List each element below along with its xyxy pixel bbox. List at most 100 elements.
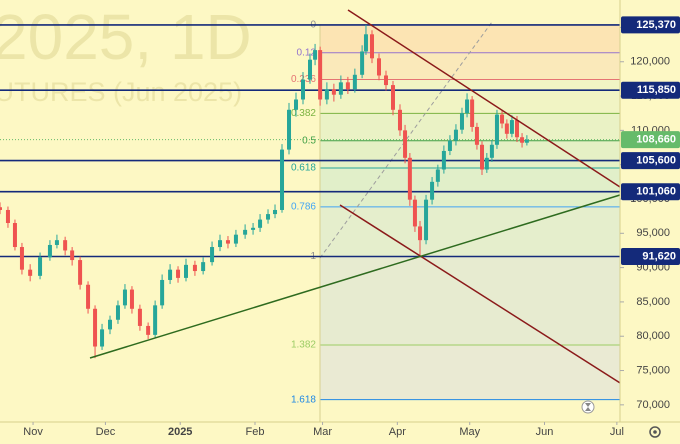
candle-body	[418, 226, 423, 241]
candle-body	[370, 34, 374, 59]
candle-body	[146, 325, 151, 335]
candle-body	[0, 207, 2, 210]
candle-body	[28, 269, 33, 276]
levels	[0, 24, 620, 258]
candle-body	[5, 209, 10, 224]
candle-body	[176, 269, 181, 278]
level-label: 115,850	[637, 84, 676, 96]
candle-body	[376, 58, 381, 76]
candle-body	[86, 284, 91, 309]
candle-body	[441, 150, 446, 170]
candles	[0, 24, 529, 359]
candle-body	[474, 126, 479, 145]
x-tick-label: 2025	[168, 426, 192, 438]
fib-label: 1.618	[291, 394, 316, 405]
candle-body	[12, 223, 17, 248]
candle-body	[100, 329, 105, 347]
channel-lower	[339, 204, 629, 389]
watermark: 2025, 1D	[0, 1, 252, 73]
candle-body	[500, 114, 505, 124]
candle-body	[153, 305, 158, 335]
candle-body	[243, 229, 248, 235]
watermark-sub: FUTURES (Jun 2025)	[0, 77, 242, 107]
fib-label: 0.618	[291, 163, 316, 174]
settings-icon[interactable]	[649, 426, 661, 438]
x-tick-label: Jun	[536, 426, 554, 438]
x-tick-label: Apr	[389, 426, 406, 438]
candle-body	[78, 260, 83, 285]
fib-zone	[320, 113, 620, 141]
candle-body	[160, 279, 165, 306]
level-label: 91,620	[642, 250, 676, 262]
y-tick-label: 95,000	[636, 227, 670, 239]
candle-body	[38, 257, 43, 276]
candle-body	[251, 227, 256, 230]
y-tick-label: 85,000	[636, 296, 670, 308]
candle-body	[168, 269, 173, 280]
candle-body	[280, 149, 285, 210]
candle-body	[54, 240, 59, 245]
y-tick-label: 80,000	[636, 330, 670, 342]
candle-body	[352, 74, 357, 90]
candle-body	[504, 123, 509, 134]
candle-body	[514, 120, 519, 138]
channel-upper	[347, 9, 621, 188]
candle-body	[489, 144, 494, 158]
candle-body	[435, 169, 440, 182]
candle-body	[19, 247, 24, 270]
candle-body	[331, 89, 336, 95]
candle-body	[447, 140, 452, 151]
candle-body	[301, 79, 306, 100]
candle-body	[108, 319, 113, 330]
x-tick-label: Feb	[246, 426, 265, 438]
fib-zone	[320, 79, 620, 114]
candle-body	[407, 157, 412, 200]
fib-label: 0.786	[291, 202, 316, 213]
candle-body	[360, 51, 365, 75]
candle-body	[192, 264, 197, 272]
candle-body	[201, 262, 206, 272]
level-label: 125,370	[636, 19, 676, 31]
candle-body	[470, 99, 475, 127]
y-tick-label: 75,000	[636, 364, 670, 376]
support-line	[89, 194, 621, 359]
time-icon[interactable]	[581, 400, 595, 414]
fib-zone	[320, 206, 620, 257]
candle-body	[363, 34, 368, 52]
candle-body	[47, 244, 52, 258]
candle-body	[318, 50, 323, 100]
candle-body	[210, 247, 215, 263]
candle-body	[465, 99, 470, 114]
fib-zone	[320, 344, 620, 400]
level-box	[621, 183, 680, 201]
candle-body	[287, 109, 292, 150]
candle-body	[390, 85, 395, 110]
candle-body	[93, 308, 98, 347]
candle-body	[338, 82, 343, 95]
candle-body	[494, 114, 499, 145]
candle-body	[218, 240, 223, 248]
level-label: 105,600	[636, 154, 676, 166]
candle-body	[129, 289, 134, 309]
fib-zone	[320, 52, 620, 80]
x-tick-label: Jul	[610, 426, 624, 438]
candle-body	[480, 144, 485, 170]
candle-body	[63, 240, 68, 251]
candle-body	[403, 130, 408, 158]
axes: 70,00075,00080,00085,00090,00095,000100,…	[23, 16, 680, 438]
level-box	[621, 16, 680, 34]
y-tick-label: 120,000	[630, 56, 670, 68]
candle-body	[424, 199, 429, 241]
x-tick-label: Dec	[96, 426, 116, 438]
level-box	[621, 81, 680, 99]
candle-body	[233, 234, 238, 244]
candle-body	[258, 219, 263, 228]
candle-body	[453, 129, 458, 141]
candle-body	[509, 120, 514, 134]
fib-zone	[320, 256, 620, 345]
time-icon-glyph	[585, 403, 591, 411]
candle-body	[273, 209, 278, 215]
candle-body	[308, 59, 312, 80]
candle-body	[524, 139, 529, 143]
